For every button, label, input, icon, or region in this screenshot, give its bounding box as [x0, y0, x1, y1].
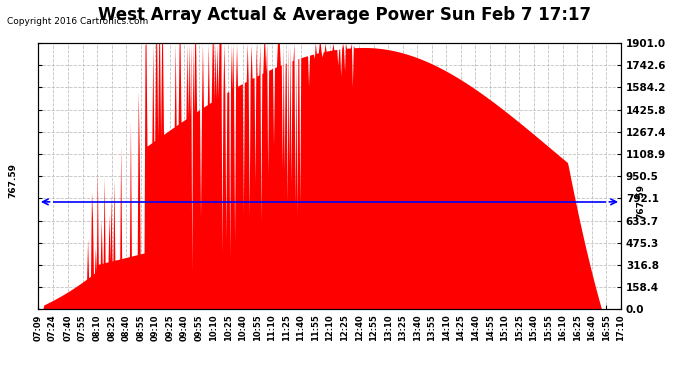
- Text: 767.59: 767.59: [8, 162, 17, 198]
- Text: West Array  (DC Watts): West Array (DC Watts): [502, 25, 627, 34]
- Text: Average  (DC Watts): Average (DC Watts): [379, 25, 487, 34]
- Text: 767.59: 767.59: [637, 184, 646, 219]
- Text: West Array Actual & Average Power Sun Feb 7 17:17: West Array Actual & Average Power Sun Fe…: [99, 6, 591, 24]
- Text: Copyright 2016 Cartronics.com: Copyright 2016 Cartronics.com: [7, 17, 148, 26]
